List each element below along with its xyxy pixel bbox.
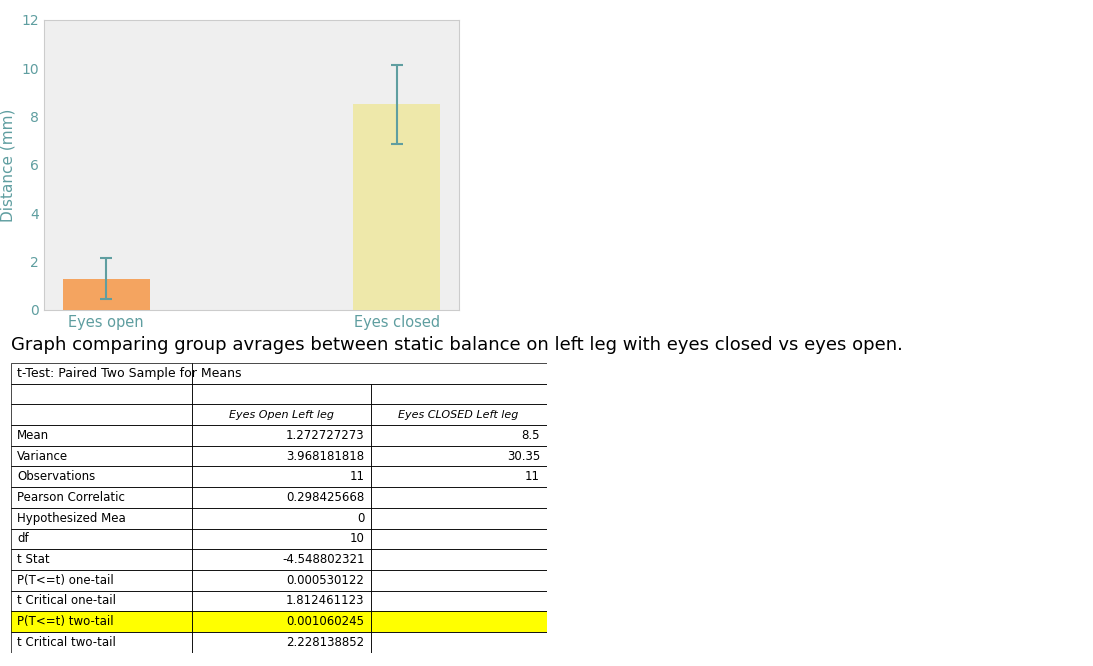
Bar	[11, 466, 192, 487]
Text: 3.968181818: 3.968181818	[286, 450, 364, 463]
Bar	[11, 363, 192, 384]
Text: Eyes Open Left leg: Eyes Open Left leg	[228, 410, 333, 420]
Bar	[371, 549, 546, 570]
Bar	[192, 363, 546, 384]
Bar	[371, 529, 546, 549]
Text: 0.001060245: 0.001060245	[286, 615, 364, 628]
Text: t Critical two-tail: t Critical two-tail	[17, 636, 116, 649]
Bar	[11, 611, 192, 632]
Text: 10: 10	[350, 532, 364, 545]
Text: Pearson Correlatic: Pearson Correlatic	[17, 491, 126, 504]
Text: 1.272727273: 1.272727273	[285, 429, 364, 442]
Text: P(T<=t) two-tail: P(T<=t) two-tail	[17, 615, 114, 628]
Text: 1.812461123: 1.812461123	[286, 595, 364, 607]
Bar	[371, 384, 546, 404]
Bar	[192, 466, 371, 487]
Bar	[192, 611, 371, 632]
Text: Mean: Mean	[17, 429, 49, 442]
Bar	[371, 466, 546, 487]
Bar	[353, 105, 440, 310]
Text: 0: 0	[357, 511, 364, 525]
Text: Observations: Observations	[17, 470, 95, 484]
Bar	[62, 279, 150, 310]
Bar	[192, 404, 371, 425]
Bar	[11, 425, 192, 446]
Text: 30.35: 30.35	[507, 450, 540, 463]
Text: Variance: Variance	[17, 450, 69, 463]
Bar	[371, 507, 546, 529]
Bar	[371, 570, 546, 591]
Bar	[371, 611, 546, 632]
Bar	[192, 446, 371, 466]
Bar	[192, 507, 371, 529]
Bar	[192, 529, 371, 549]
Bar	[192, 611, 371, 632]
Text: 0.298425668: 0.298425668	[286, 491, 364, 504]
Bar	[192, 632, 371, 653]
Bar	[11, 632, 192, 653]
Text: 8.5: 8.5	[521, 429, 540, 442]
Text: df: df	[17, 532, 30, 545]
Text: t-Test: Paired Two Sample for Means: t-Test: Paired Two Sample for Means	[17, 367, 242, 380]
Bar	[11, 384, 192, 404]
Text: Graph comparing group avrages between static balance on left leg with eyes close: Graph comparing group avrages between st…	[11, 336, 903, 354]
Bar	[192, 425, 371, 446]
Text: 0.000530122: 0.000530122	[286, 573, 364, 587]
Bar	[371, 425, 546, 446]
Bar	[371, 404, 546, 425]
Bar	[11, 549, 192, 570]
Bar	[11, 529, 192, 549]
Text: 11: 11	[350, 470, 364, 484]
Text: 2.228138852: 2.228138852	[286, 636, 364, 649]
Bar	[192, 384, 371, 404]
Text: 11: 11	[525, 470, 540, 484]
Text: Hypothesized Mea: Hypothesized Mea	[17, 511, 126, 525]
Text: t Critical one-tail: t Critical one-tail	[17, 595, 116, 607]
Text: t Stat: t Stat	[17, 553, 50, 566]
Bar	[192, 549, 371, 570]
Bar	[11, 446, 192, 466]
Bar	[192, 570, 371, 591]
Text: -4.548802321: -4.548802321	[282, 553, 364, 566]
Bar	[11, 487, 192, 507]
Bar	[371, 591, 546, 611]
Bar	[11, 591, 192, 611]
Bar	[11, 611, 192, 632]
Bar	[11, 507, 192, 529]
Bar	[371, 446, 546, 466]
Bar	[371, 487, 546, 507]
Text: P(T<=t) one-tail: P(T<=t) one-tail	[17, 573, 114, 587]
Bar	[371, 632, 546, 653]
Text: Eyes CLOSED Left leg: Eyes CLOSED Left leg	[399, 410, 519, 420]
Bar	[192, 487, 371, 507]
Bar	[11, 570, 192, 591]
Bar	[371, 611, 546, 632]
Bar	[11, 404, 192, 425]
Y-axis label: Distance (mm): Distance (mm)	[1, 108, 15, 222]
Bar	[192, 591, 371, 611]
